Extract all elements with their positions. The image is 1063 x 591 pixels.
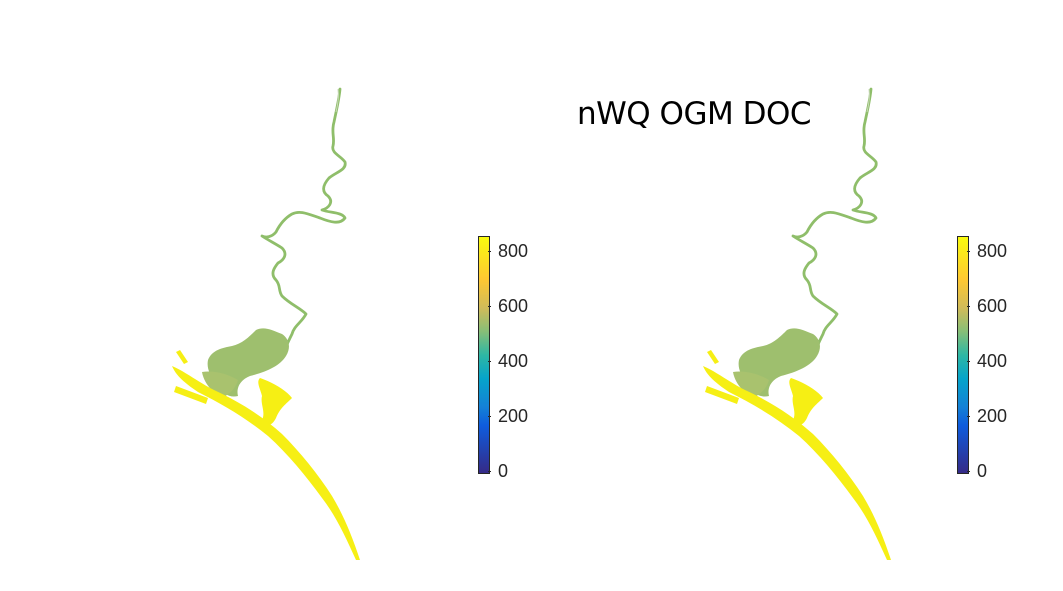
colorbar-tick-label: 0 bbox=[498, 461, 509, 481]
estuary-map-right bbox=[703, 87, 891, 560]
colorbar-tick-mark bbox=[488, 471, 491, 472]
river-channel bbox=[260, 87, 347, 360]
colorbar-tick-label: 0 bbox=[977, 461, 988, 481]
coastal-bar bbox=[705, 386, 739, 404]
colorbar-tick-label: 400 bbox=[977, 350, 1008, 371]
lagoon-inlet bbox=[733, 371, 769, 398]
inlet-channel bbox=[707, 350, 719, 364]
river-headwater bbox=[335, 88, 339, 113]
colorbar-tick-mark bbox=[967, 305, 970, 307]
coastal-bar bbox=[174, 386, 208, 404]
colorbar-tick-label: 600 bbox=[498, 295, 529, 316]
colorbar-tick-mark bbox=[488, 360, 491, 362]
colorbar-tick-mark bbox=[488, 415, 491, 417]
coastal-basin bbox=[789, 378, 823, 426]
coastal-strip bbox=[703, 366, 891, 560]
colorbar-right bbox=[957, 236, 969, 474]
colorbar-tick-mark bbox=[967, 415, 970, 417]
inlet-channel bbox=[176, 350, 188, 364]
colorbar-tick-label: 800 bbox=[977, 240, 1008, 261]
colorbar-tick-mark bbox=[967, 360, 970, 362]
coastal-strip bbox=[172, 366, 360, 560]
colorbar-tick-label: 400 bbox=[498, 350, 529, 371]
colorbar-tick-label: 200 bbox=[977, 405, 1008, 426]
river-headwater bbox=[866, 88, 870, 113]
map-panel-left: 0 200 400 600 800 bbox=[0, 0, 531, 591]
figure-title: nWQ OGM DOC bbox=[577, 96, 812, 132]
lagoon-inlet bbox=[202, 371, 238, 398]
estuary-map-left bbox=[172, 87, 360, 560]
colorbar-tick-mark bbox=[488, 305, 491, 307]
colorbar-left bbox=[478, 236, 490, 474]
colorbar-tick-label: 800 bbox=[498, 240, 529, 261]
coastal-basin bbox=[258, 378, 292, 426]
colorbar-tick-mark bbox=[967, 250, 970, 252]
colorbar-tick-label: 600 bbox=[977, 295, 1008, 316]
colorbar-tick-label: 200 bbox=[498, 405, 529, 426]
colorbar-tick-mark bbox=[967, 471, 970, 472]
map-panel-right: 0 200 400 600 800 bbox=[531, 0, 1062, 591]
river-channel bbox=[791, 87, 878, 360]
colorbar-tick-mark bbox=[488, 250, 491, 252]
